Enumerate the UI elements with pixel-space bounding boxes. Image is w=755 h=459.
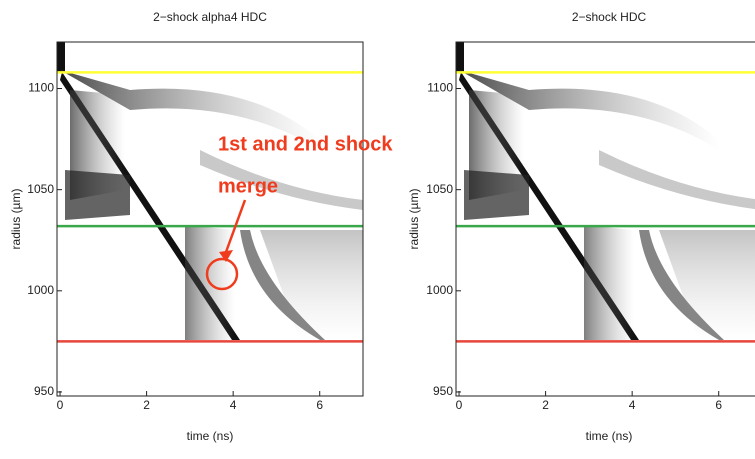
x-tick-label: 2 <box>542 398 549 412</box>
y-tick-label: 1100 <box>28 81 54 95</box>
plot-frame <box>56 41 364 397</box>
annotation-arrow <box>224 199 247 253</box>
y-tick-label: 1100 <box>427 81 453 95</box>
y-tick-label: 1000 <box>27 283 54 297</box>
chart-title: 2−shock HDC <box>572 10 647 24</box>
x-tick-label: 4 <box>629 398 636 412</box>
y-tick-label: 1050 <box>27 182 54 196</box>
plot-frame <box>455 41 755 397</box>
x-tick-label: 2 <box>143 398 150 412</box>
x-tick-label: 4 <box>230 398 237 412</box>
chart-layer: 2−shock alpha4 HDC time (ns) radius (µm) 0 2… <box>9 10 755 443</box>
annotation: 1st and 2nd shock <box>218 133 393 155</box>
plot-image <box>57 42 363 340</box>
y-tick-label: 950 <box>433 384 453 398</box>
plot-image <box>456 42 755 340</box>
chart-title: 2−shock alpha4 HDC <box>153 10 267 24</box>
y-tick-label: 1000 <box>426 283 453 297</box>
x-tick-label: 6 <box>715 398 722 412</box>
y-axis-label: radius (µm) <box>407 189 421 250</box>
annotation-circle <box>205 257 239 291</box>
x-tick-label: 0 <box>456 398 463 412</box>
annotation-arrowhead <box>219 250 233 262</box>
x-tick-label: 0 <box>57 398 64 412</box>
y-axis-label: radius (µm) <box>9 189 23 250</box>
annotation: merge <box>218 175 278 197</box>
x-axis-label: time (ns) <box>187 429 234 443</box>
x-tick-label: 6 <box>316 398 323 412</box>
y-tick-label: 1050 <box>426 182 453 196</box>
x-axis-label: time (ns) <box>586 429 633 443</box>
y-tick-label: 950 <box>34 384 54 398</box>
